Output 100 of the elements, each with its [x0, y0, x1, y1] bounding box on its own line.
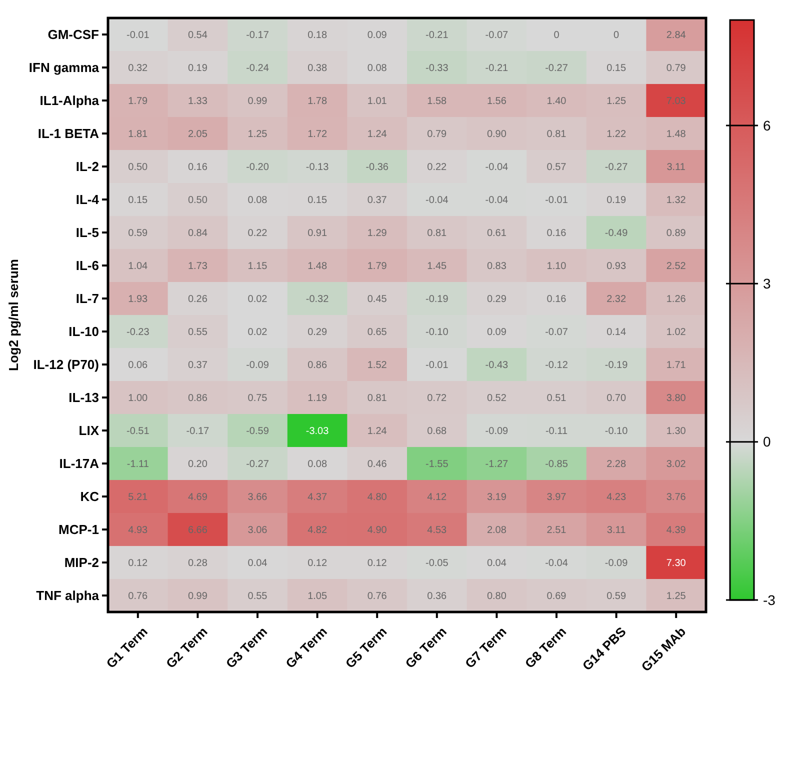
data-label: -0.13 — [306, 162, 330, 173]
data-label: 2.84 — [666, 30, 686, 41]
data-label: 0.28 — [188, 558, 208, 569]
data-label: 0.50 — [188, 195, 208, 206]
data-label: -0.04 — [485, 162, 509, 173]
data-label: 1.02 — [666, 327, 686, 338]
data-label: 2.52 — [666, 261, 686, 272]
data-label: -0.07 — [485, 30, 509, 41]
data-label: -0.43 — [485, 360, 509, 371]
data-label: 2.28 — [606, 459, 626, 470]
data-label: 0.84 — [188, 228, 208, 239]
data-label: 0.46 — [367, 459, 388, 470]
data-label: 0.99 — [248, 96, 268, 107]
data-label: 1.19 — [308, 393, 328, 404]
data-label: 4.69 — [188, 492, 208, 503]
y-tick-label: IL-4 — [76, 192, 100, 208]
data-label: 0.70 — [606, 393, 626, 404]
y-tick-label: GM-CSF — [48, 27, 100, 42]
data-label: 1.79 — [367, 261, 388, 272]
data-label: 3.66 — [248, 492, 268, 503]
data-label: 1.79 — [128, 96, 148, 107]
data-label: -0.20 — [246, 162, 270, 173]
data-label: 0.20 — [188, 459, 208, 470]
data-label: 1.25 — [248, 129, 268, 140]
data-label: 0.91 — [308, 228, 328, 239]
data-label: -0.10 — [426, 327, 449, 338]
data-label: 0.14 — [606, 327, 626, 338]
data-label: 3.97 — [546, 492, 567, 503]
data-label: 0.55 — [188, 327, 208, 338]
data-label: 4.93 — [128, 525, 148, 536]
data-label: 0.61 — [486, 228, 507, 239]
data-label: 1.81 — [128, 129, 148, 140]
data-label: 0.50 — [128, 162, 148, 173]
data-label: 0.57 — [546, 162, 567, 173]
y-tick-label: IFN gamma — [28, 60, 100, 76]
data-label: 1.48 — [666, 129, 686, 140]
data-label: 0.55 — [248, 591, 268, 602]
data-label: 0.12 — [128, 558, 148, 569]
data-label: 1.30 — [666, 426, 686, 437]
data-label: 1.24 — [367, 129, 388, 140]
data-label: 0.75 — [248, 393, 268, 404]
data-label: 0.99 — [188, 591, 208, 602]
data-label: 1.45 — [427, 261, 448, 272]
data-label: -0.04 — [485, 195, 509, 206]
data-label: -0.21 — [485, 63, 509, 74]
data-label: 1.40 — [546, 96, 567, 107]
data-label: -0.27 — [545, 63, 568, 74]
data-label: 0.04 — [248, 558, 268, 569]
data-label: 1.71 — [666, 360, 686, 371]
data-label: 0.12 — [367, 558, 388, 569]
data-label: 1.04 — [128, 261, 148, 272]
data-label: -0.04 — [545, 558, 568, 569]
data-label: 6.66 — [188, 525, 208, 536]
data-label: 0.04 — [486, 558, 507, 569]
data-label: -1.27 — [485, 459, 509, 470]
data-label: 4.39 — [666, 525, 686, 536]
data-label: -0.01 — [545, 195, 568, 206]
data-label: -0.09 — [246, 360, 270, 371]
data-label: 1.25 — [606, 96, 626, 107]
data-label: -0.21 — [426, 30, 449, 41]
data-label: 0.59 — [606, 591, 626, 602]
data-label: 1.73 — [188, 261, 208, 272]
data-label: 7.03 — [666, 96, 686, 107]
data-label: -0.09 — [485, 426, 509, 437]
data-label: -0.49 — [604, 228, 628, 239]
data-label: 2.32 — [606, 294, 626, 305]
data-label: -0.59 — [246, 426, 270, 437]
y-tick-label: IL-12 (P70) — [33, 357, 99, 372]
data-label: 0.90 — [486, 129, 507, 140]
data-label: 0.37 — [188, 360, 208, 371]
data-label: 0.08 — [248, 195, 268, 206]
data-label: 1.05 — [308, 591, 328, 602]
y-tick-label: KC — [80, 489, 100, 504]
data-label: -3.03 — [306, 426, 330, 437]
data-label: 0.15 — [606, 63, 626, 74]
data-label: 0.12 — [308, 558, 328, 569]
data-label: -0.32 — [306, 294, 330, 305]
data-label: 0.45 — [367, 294, 388, 305]
data-label: 1.93 — [128, 294, 148, 305]
data-label: -0.04 — [426, 195, 449, 206]
data-label: -1.11 — [126, 459, 150, 470]
y-tick-label: IL-6 — [76, 258, 99, 274]
data-label: 1.00 — [128, 393, 148, 404]
color-bar-label: 3 — [763, 276, 771, 292]
data-label: 1.25 — [666, 591, 686, 602]
data-label: 0.19 — [188, 63, 208, 74]
data-label: -0.17 — [246, 30, 270, 41]
data-label: 2.05 — [188, 129, 208, 140]
data-label: -0.11 — [545, 426, 568, 437]
y-tick-label: IL-17A — [59, 456, 100, 472]
y-tick-label: MIP-2 — [64, 555, 99, 570]
data-label: -0.07 — [545, 327, 568, 338]
data-label: 0.26 — [188, 294, 208, 305]
data-label: 0.29 — [308, 327, 328, 338]
data-label: 0 — [614, 30, 620, 41]
data-label: 4.80 — [367, 492, 388, 503]
data-label: 0.16 — [546, 228, 567, 239]
color-bar-label: -3 — [763, 592, 776, 608]
y-tick-label: IL-7 — [76, 291, 99, 306]
data-label: 0.06 — [128, 360, 148, 371]
